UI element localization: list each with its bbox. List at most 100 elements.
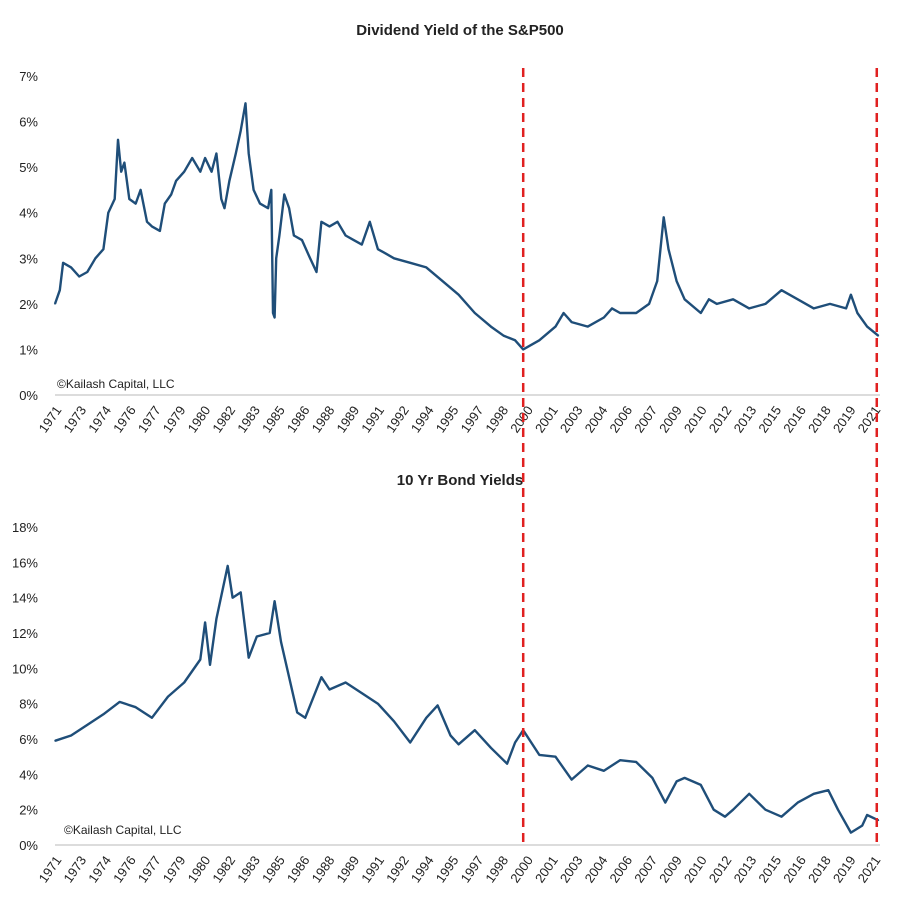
data-point xyxy=(107,211,110,214)
data-point xyxy=(309,257,311,260)
data-point xyxy=(360,243,363,246)
data-point xyxy=(764,303,767,305)
data-point xyxy=(336,221,339,223)
data-point xyxy=(732,298,734,301)
x-tick-label: 2001 xyxy=(532,853,561,885)
x-tick-label: 2001 xyxy=(532,403,561,435)
y-tick-label: 2% xyxy=(19,297,38,312)
x-tick-label: 1988 xyxy=(309,853,338,885)
data-point xyxy=(223,207,226,209)
data-point xyxy=(716,303,718,305)
x-tick-label: 1976 xyxy=(110,403,139,435)
x-tick-label: 2000 xyxy=(507,853,536,885)
data-point xyxy=(102,248,105,250)
x-tick-label: 1992 xyxy=(383,403,412,435)
x-tick-label: 1983 xyxy=(234,403,263,435)
x-tick-label: 2009 xyxy=(656,403,685,435)
y-tick-label: 18% xyxy=(12,520,38,535)
x-tick-label: 1973 xyxy=(60,853,89,885)
x-tick-label: 1974 xyxy=(85,853,114,885)
data-point xyxy=(845,307,847,310)
data-point xyxy=(267,207,269,209)
data-point xyxy=(183,170,185,173)
x-tick-label: 2015 xyxy=(755,403,784,435)
data-point xyxy=(796,801,799,804)
x-tick-label: 1989 xyxy=(333,403,362,435)
data-point xyxy=(856,312,859,314)
data-point xyxy=(134,706,137,708)
data-point xyxy=(239,591,242,594)
data-point xyxy=(514,339,516,342)
chart-title: Dividend Yield of the S&P500 xyxy=(356,22,564,39)
data-point xyxy=(393,720,395,723)
x-tick-label: 2015 xyxy=(755,853,784,885)
data-point xyxy=(538,754,541,756)
data-point xyxy=(268,632,271,634)
data-point xyxy=(113,198,116,200)
chart-title: 10 Yr Bond Yields xyxy=(397,472,523,489)
data-point xyxy=(441,280,444,282)
data-point xyxy=(320,221,323,223)
data-point xyxy=(377,702,379,705)
x-tick-label: 2021 xyxy=(855,853,884,885)
data-point xyxy=(619,312,621,314)
data-point xyxy=(228,180,231,182)
x-tick-label: 2004 xyxy=(582,403,611,435)
data-point xyxy=(796,298,799,301)
x-tick-label: 2016 xyxy=(780,853,809,885)
data-point xyxy=(328,225,331,228)
y-tick-label: 7% xyxy=(19,69,38,84)
x-tick-label: 1971 xyxy=(36,403,65,435)
data-point xyxy=(866,325,868,328)
data-point xyxy=(409,262,411,264)
data-point xyxy=(151,717,153,719)
data-point xyxy=(273,600,276,602)
data-point xyxy=(656,280,659,282)
data-point xyxy=(270,189,273,191)
data-point xyxy=(163,202,166,205)
data-point xyxy=(252,189,255,191)
data-point xyxy=(283,193,286,196)
x-tick-label: 1991 xyxy=(358,853,387,885)
data-point xyxy=(344,234,347,237)
x-tick-label: 1977 xyxy=(135,403,164,435)
data-point xyxy=(780,289,783,291)
y-tick-label: 4% xyxy=(19,206,38,221)
y-tick-label: 12% xyxy=(12,626,38,641)
data-point xyxy=(449,734,452,737)
x-tick-label: 2006 xyxy=(606,403,635,435)
x-tick-label: 2018 xyxy=(805,403,834,435)
data-point xyxy=(226,565,229,567)
data-point xyxy=(256,635,258,638)
data-point xyxy=(70,266,72,269)
data-point xyxy=(514,741,516,744)
data-point xyxy=(191,157,194,159)
y-tick-label: 5% xyxy=(19,160,38,175)
x-tick-label: 2007 xyxy=(631,403,660,435)
data-point xyxy=(369,221,371,223)
data-point xyxy=(570,778,573,781)
data-point xyxy=(764,808,767,811)
data-point xyxy=(215,618,218,620)
data-point xyxy=(315,271,318,273)
data-point xyxy=(247,152,250,155)
data-point xyxy=(280,641,282,643)
data-point xyxy=(209,664,211,666)
data-point xyxy=(118,701,121,703)
x-tick-label: 1982 xyxy=(209,853,238,885)
x-tick-label: 2003 xyxy=(557,403,586,435)
data-point xyxy=(117,139,119,141)
data-point xyxy=(183,681,185,684)
data-point xyxy=(861,824,864,827)
data-point xyxy=(554,325,557,328)
x-tick-label: 1994 xyxy=(408,853,437,885)
data-point xyxy=(586,764,589,767)
x-tick-label: 1974 xyxy=(85,403,114,435)
data-point xyxy=(159,230,161,232)
watermark: ©Kailash Capital, LLC xyxy=(57,377,175,391)
data-point xyxy=(275,257,277,260)
y-tick-label: 0% xyxy=(19,838,38,853)
data-point xyxy=(102,713,105,716)
watermark: ©Kailash Capital, LLC xyxy=(64,823,182,837)
chart-2: 10 Yr Bond Yields 0% 2% 4% 6% 8% 10% 12% 14% 16% 1… xyxy=(12,472,883,885)
